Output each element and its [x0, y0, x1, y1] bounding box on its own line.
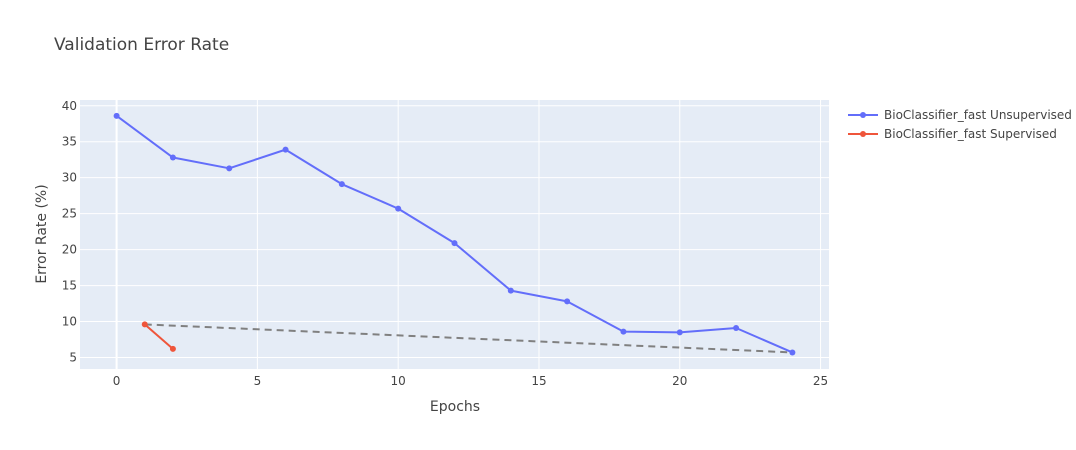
legend-item[interactable]: BioClassifier_fast Unsupervised	[848, 108, 1072, 122]
y-axis-title: Error Rate (%)	[34, 184, 50, 283]
trend-line	[144, 323, 793, 354]
data-point[interactable]	[226, 165, 233, 172]
series-line	[144, 323, 174, 350]
chart-title: Validation Error Rate	[54, 35, 229, 55]
data-point[interactable]	[338, 181, 345, 188]
legend[interactable]: BioClassifier_fast Unsupervised BioClassi…	[848, 108, 1072, 141]
data-point[interactable]	[564, 298, 571, 305]
data-point[interactable]	[169, 345, 176, 352]
y-tick-labels: 5 10 15 20 25 30 35 40	[62, 99, 77, 365]
data-point[interactable]	[113, 112, 120, 119]
data-point[interactable]	[395, 205, 402, 212]
data-point[interactable]	[507, 287, 514, 294]
plot-area	[80, 100, 829, 369]
y-tick-label: 20	[62, 243, 77, 257]
legend-label: BioClassifier_fast Supervised	[884, 127, 1057, 141]
x-tick-label: 25	[813, 374, 828, 388]
x-tick-labels: 0 5 10 15 20 25	[113, 374, 828, 388]
data-point[interactable]	[141, 321, 148, 328]
data-point[interactable]	[282, 146, 289, 153]
data-point[interactable]	[451, 240, 458, 247]
data-point[interactable]	[789, 349, 796, 356]
y-tick-label: 35	[62, 135, 77, 149]
x-tick-label: 0	[113, 374, 121, 388]
legend-label: BioClassifier_fast Unsupervised	[884, 108, 1072, 122]
x-grid	[115, 100, 822, 369]
x-axis-title: Epochs	[430, 399, 480, 415]
data-point[interactable]	[169, 154, 176, 161]
x-tick-label: 5	[254, 374, 262, 388]
y-tick-label: 25	[62, 207, 77, 221]
legend-marker	[860, 112, 866, 118]
legend-marker	[860, 131, 866, 137]
x-tick-label: 15	[531, 374, 546, 388]
x-tick-label: 10	[391, 374, 406, 388]
y-tick-label: 5	[69, 350, 77, 364]
series-layer	[113, 112, 796, 356]
data-point[interactable]	[676, 329, 683, 336]
data-point[interactable]	[733, 325, 740, 332]
data-point[interactable]	[620, 328, 627, 335]
y-tick-label: 30	[62, 171, 77, 185]
y-tick-label: 15	[62, 279, 77, 293]
legend-item[interactable]: BioClassifier_fast Supervised	[848, 127, 1057, 141]
x-tick-label: 20	[672, 374, 687, 388]
y-tick-label: 10	[62, 315, 77, 329]
y-tick-label: 40	[62, 99, 77, 113]
y-grid	[80, 105, 829, 358]
